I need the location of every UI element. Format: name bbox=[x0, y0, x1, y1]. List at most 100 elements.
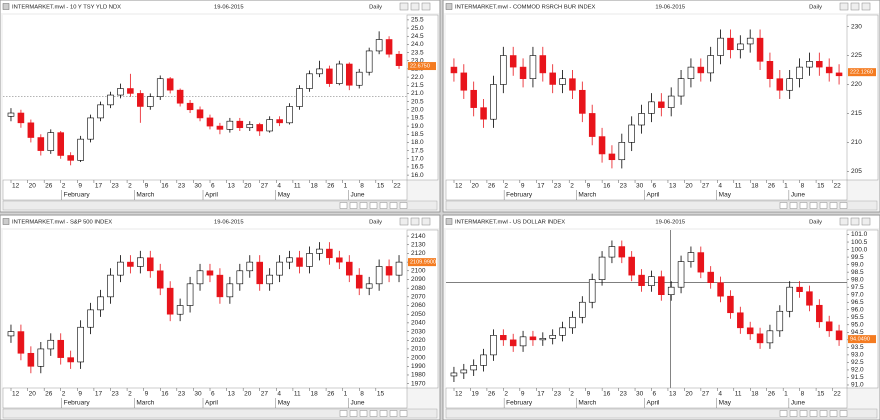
toolbar-button[interactable] bbox=[389, 202, 398, 209]
toolbar-button[interactable] bbox=[339, 202, 348, 209]
candle-body bbox=[727, 37, 734, 51]
candle-body bbox=[727, 295, 734, 314]
panel-title: INTERMARKET.mwl - 10 Y TSY YLD NDX bbox=[12, 5, 121, 11]
candle-body bbox=[336, 63, 343, 84]
toolbar-button[interactable] bbox=[819, 410, 828, 417]
window-button[interactable] bbox=[861, 2, 871, 11]
candle-body bbox=[306, 73, 313, 89]
month-label: June bbox=[791, 400, 805, 407]
toolbar-button[interactable] bbox=[389, 410, 398, 417]
toolbar-button[interactable] bbox=[779, 202, 788, 209]
date-tick-label: 23 bbox=[620, 391, 628, 398]
date-tick-label: 9 bbox=[521, 391, 525, 398]
candle-body bbox=[549, 72, 556, 85]
toolbar-button[interactable] bbox=[829, 202, 838, 209]
title-bar-background bbox=[444, 1, 879, 13]
scroll-bar[interactable] bbox=[2, 200, 438, 211]
candle-body bbox=[296, 88, 303, 107]
date-tick-label: 1 bbox=[784, 183, 788, 190]
candle-body bbox=[737, 312, 744, 329]
scroll-bar[interactable] bbox=[445, 408, 878, 419]
toolbar-button[interactable] bbox=[349, 202, 358, 209]
panel-date: 19-06-2015 bbox=[655, 220, 685, 226]
candle-body bbox=[618, 142, 626, 161]
scroll-bar[interactable] bbox=[2, 408, 438, 419]
candle-body bbox=[306, 253, 313, 267]
candle-body bbox=[806, 61, 813, 68]
toolbar-button[interactable] bbox=[829, 410, 838, 417]
candle-body bbox=[206, 270, 214, 276]
date-tick-label: 22 bbox=[393, 183, 401, 190]
date-tick-label: 30 bbox=[636, 183, 644, 190]
candle-body bbox=[186, 102, 194, 111]
date-tick-label: 2 bbox=[504, 391, 508, 398]
y-tick-label: 99.0 bbox=[851, 261, 864, 268]
date-tick-label: 27 bbox=[702, 183, 710, 190]
candle-body bbox=[7, 331, 15, 337]
toolbar-button[interactable] bbox=[839, 410, 848, 417]
toolbar-button[interactable] bbox=[369, 202, 378, 209]
date-tick-label: 2 bbox=[128, 391, 132, 398]
candle-body bbox=[286, 106, 293, 124]
window-button[interactable] bbox=[850, 2, 860, 11]
y-tick-label: 205 bbox=[851, 168, 862, 175]
title-bar-background bbox=[1, 216, 439, 228]
scroll-bar[interactable] bbox=[445, 200, 878, 211]
toolbar-button[interactable] bbox=[799, 410, 808, 417]
toolbar-button[interactable] bbox=[359, 202, 368, 209]
window-button[interactable] bbox=[421, 2, 431, 11]
toolbar-button[interactable] bbox=[789, 202, 798, 209]
y-tick-label: 94.5 bbox=[851, 329, 864, 336]
candle-body bbox=[256, 261, 264, 285]
candle-body bbox=[480, 107, 487, 120]
window-button[interactable] bbox=[421, 217, 431, 226]
toolbar-button[interactable] bbox=[399, 410, 408, 417]
toolbar-button[interactable] bbox=[779, 410, 788, 417]
window-button[interactable] bbox=[839, 2, 849, 11]
candle-body bbox=[470, 89, 477, 108]
y-tick-label: 1970 bbox=[411, 380, 426, 387]
toolbar-button[interactable] bbox=[399, 202, 408, 209]
panel-icon bbox=[2, 3, 10, 10]
date-tick-label: 26 bbox=[768, 391, 776, 398]
toolbar-button[interactable] bbox=[809, 202, 818, 209]
toolbar-button[interactable] bbox=[799, 202, 808, 209]
window-button[interactable] bbox=[410, 217, 420, 226]
month-label: February bbox=[64, 192, 91, 199]
window-button[interactable] bbox=[850, 217, 860, 226]
toolbar-button[interactable] bbox=[789, 410, 798, 417]
window-button[interactable] bbox=[399, 217, 409, 226]
toolbar-button[interactable] bbox=[359, 410, 368, 417]
toolbar-button[interactable] bbox=[809, 410, 818, 417]
window-button[interactable] bbox=[839, 217, 849, 226]
toolbar-button[interactable] bbox=[839, 202, 848, 209]
toolbar-button[interactable] bbox=[349, 410, 358, 417]
date-tick-label: 27 bbox=[702, 391, 710, 398]
window-button[interactable] bbox=[399, 2, 409, 11]
month-label: June bbox=[350, 400, 364, 407]
toolbar-button[interactable] bbox=[369, 410, 378, 417]
candle-body bbox=[117, 88, 124, 96]
date-tick-label: 17 bbox=[95, 391, 103, 398]
panel-title: INTERMARKET.mwl - COMMOD RSRCH BUR INDEX bbox=[455, 5, 596, 11]
date-tick-label: 13 bbox=[228, 183, 236, 190]
candle-body bbox=[77, 138, 84, 161]
toolbar-button[interactable] bbox=[819, 202, 828, 209]
toolbar-button[interactable] bbox=[339, 410, 348, 417]
toolbar-button[interactable] bbox=[379, 410, 388, 417]
panel-date: 19-06-2015 bbox=[655, 5, 685, 11]
panel-interval: Daily bbox=[809, 5, 822, 11]
toolbar-button[interactable] bbox=[379, 202, 388, 209]
window-button[interactable] bbox=[410, 2, 420, 11]
month-label: April bbox=[205, 192, 219, 199]
y-tick-label: 92.5 bbox=[851, 359, 864, 366]
date-tick-label: 23 bbox=[112, 391, 120, 398]
candle-body bbox=[588, 113, 596, 137]
date-tick-label: 23 bbox=[620, 183, 628, 190]
date-tick-label: 13 bbox=[228, 391, 236, 398]
candle-body bbox=[697, 252, 705, 273]
candle-body bbox=[569, 316, 576, 329]
window-button[interactable] bbox=[861, 217, 871, 226]
date-tick-label: 13 bbox=[669, 183, 677, 190]
